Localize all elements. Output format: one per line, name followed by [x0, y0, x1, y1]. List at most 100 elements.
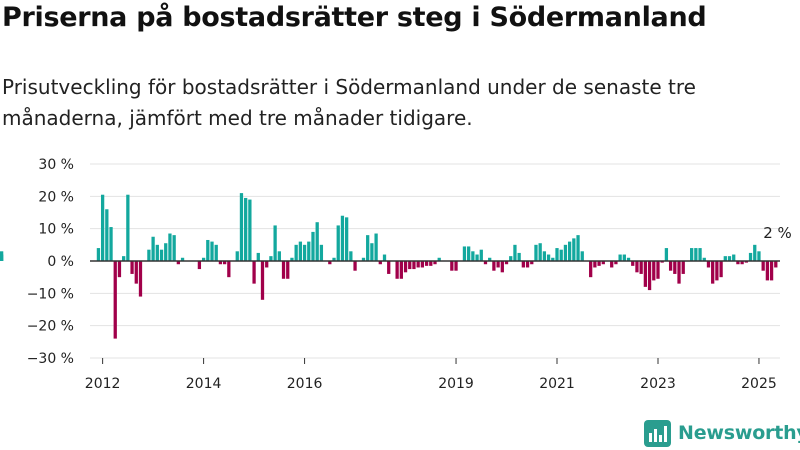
bar [218, 261, 223, 265]
y-tick-label: −20 % [27, 319, 74, 335]
bar [500, 261, 504, 273]
bar [176, 261, 180, 265]
bar [748, 252, 753, 261]
bar [601, 261, 605, 265]
y-tick-label: 20 % [38, 189, 74, 205]
bar [433, 261, 437, 265]
bar [311, 231, 315, 261]
bar [227, 261, 231, 278]
bar [698, 248, 702, 261]
bar [723, 256, 727, 261]
bar [504, 261, 509, 265]
bar [244, 197, 248, 261]
bar [96, 248, 101, 261]
bar [542, 251, 547, 261]
bar [534, 244, 538, 261]
x-tick-label: 2023 [640, 376, 676, 392]
bar [639, 261, 643, 274]
bar [307, 241, 311, 261]
bar [530, 261, 534, 265]
bar [269, 256, 273, 261]
bar [694, 248, 698, 261]
bar [479, 249, 483, 261]
bar [744, 261, 748, 263]
bar [265, 261, 269, 268]
bar [437, 257, 441, 261]
bar [572, 238, 576, 261]
bar [521, 261, 525, 268]
bar [631, 261, 635, 266]
bar [576, 235, 580, 261]
bar [517, 252, 521, 261]
x-axis: 2012 2014 2016 2019 2021 2023 2025 [85, 358, 777, 392]
bar [235, 251, 239, 261]
bar [374, 233, 378, 261]
bar [370, 243, 374, 261]
bar [513, 244, 517, 261]
bar [155, 244, 159, 261]
bar [349, 251, 353, 261]
newsworthy-bar-logo-icon [644, 419, 671, 447]
bar [273, 225, 277, 261]
x-tick-label: 2016 [287, 376, 323, 392]
bar [319, 244, 324, 261]
bar [201, 257, 206, 261]
bar [113, 261, 117, 339]
bar [622, 254, 626, 261]
bar [769, 261, 774, 281]
last-value-annotation: 2 % [763, 224, 792, 242]
bar [719, 261, 723, 278]
bar [214, 244, 218, 261]
bar [180, 257, 185, 261]
bar [462, 246, 467, 261]
bar [126, 194, 130, 261]
bar [206, 239, 210, 261]
y-tick-label: −10 % [27, 286, 74, 302]
bar [563, 244, 568, 261]
bar [761, 261, 765, 271]
bar [134, 261, 138, 284]
bar [690, 248, 694, 261]
bar [525, 261, 530, 268]
bar [593, 261, 597, 268]
bar [614, 261, 618, 265]
y-tick-label: 0 % [47, 254, 74, 270]
bar [328, 261, 332, 265]
bar [702, 257, 706, 261]
bar [673, 261, 677, 274]
bar [298, 241, 303, 261]
bar [647, 261, 652, 291]
bar [496, 261, 500, 268]
bar [286, 261, 290, 279]
bar [765, 261, 770, 281]
bar [635, 261, 639, 273]
bar [589, 261, 593, 278]
bar [643, 261, 647, 287]
bar [159, 249, 164, 261]
bar [378, 261, 382, 265]
bar [302, 244, 307, 261]
bar [424, 261, 429, 266]
gridlines [90, 163, 780, 359]
bar [366, 235, 370, 261]
newsworthy-logo: Newsworthy [644, 418, 800, 448]
bar [277, 251, 281, 261]
bar [222, 261, 227, 265]
bar [239, 193, 244, 261]
bar [117, 261, 122, 278]
bar [332, 257, 336, 261]
bar [740, 261, 744, 265]
chart-subtitle: Prisutveckling för bostadsrätter i Söder… [2, 75, 696, 130]
bar [660, 261, 664, 263]
bar [774, 261, 778, 268]
bar [509, 256, 513, 261]
bar [736, 261, 740, 265]
bar [555, 248, 559, 261]
bar [281, 261, 286, 279]
bar [294, 244, 298, 261]
bar [450, 261, 454, 271]
bar [475, 254, 479, 261]
bar [130, 261, 134, 274]
bar [706, 261, 711, 268]
bar [168, 233, 172, 261]
